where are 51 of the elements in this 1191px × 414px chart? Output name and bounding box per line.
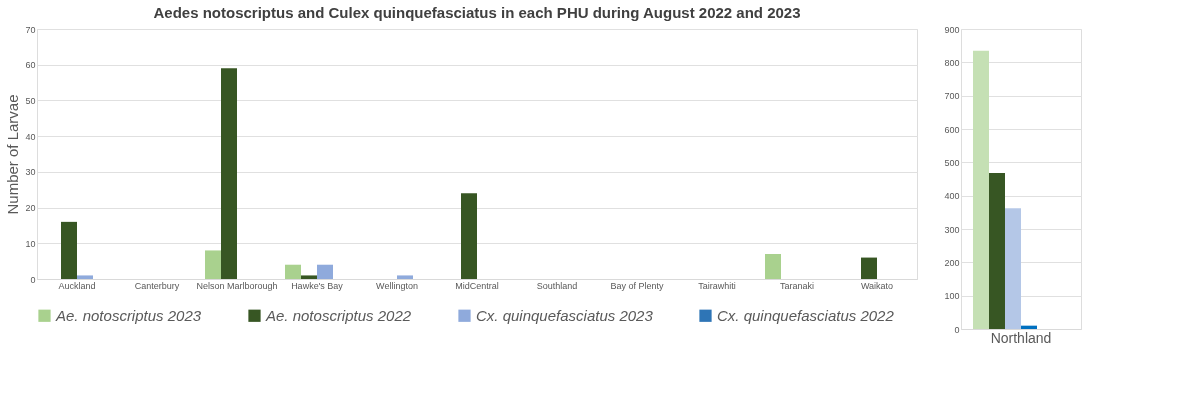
legend-label: Cx. quinquefasciatus 2022 <box>717 306 895 324</box>
legend-label: Ae. notoscriptus 2022 <box>265 306 412 324</box>
x-tick-label: Wellington <box>376 280 418 291</box>
y-tick-label: 600 <box>944 124 960 135</box>
bar <box>765 254 781 279</box>
legend-label: Cx. quinquefasciatus 2023 <box>476 306 654 324</box>
x-tick-label: Waikato <box>860 280 894 291</box>
bar <box>1005 208 1021 329</box>
y-tick-label: 900 <box>944 24 960 35</box>
bar <box>461 193 477 279</box>
y-tick-label: 300 <box>944 224 960 235</box>
bar <box>221 68 237 279</box>
bar <box>397 275 413 279</box>
y-tick-label: 100 <box>944 291 960 302</box>
y-tick-label: 500 <box>944 157 960 168</box>
y-tick-label: 400 <box>944 191 960 202</box>
y-tick-label: 70 <box>25 24 36 35</box>
x-tick-label: Bay of Plenty <box>610 280 665 291</box>
bar <box>1021 325 1037 329</box>
x-tick-label: Northland <box>990 329 1052 346</box>
bar <box>301 275 317 279</box>
y-tick-label: 200 <box>944 257 960 268</box>
y-tick-label: 40 <box>25 131 36 142</box>
y-tick-label: 800 <box>944 57 960 68</box>
chart-title: Aedes notoscriptus and Culex quinquefasciatus in each PHU during August 2022 and 2023 <box>153 4 801 21</box>
x-tick-label: Tairawhiti <box>698 280 736 291</box>
x-tick-label: Taranaki <box>779 280 815 291</box>
y-tick-label: 60 <box>25 60 36 71</box>
x-tick-label: Nelson Marlborough <box>196 280 278 291</box>
x-tick-label: Auckland <box>58 280 96 291</box>
y-tick-label: 0 <box>954 324 960 335</box>
x-tick-label: Southland <box>536 280 578 291</box>
y-tick-label: 20 <box>25 203 36 214</box>
y-axis-title: Number of Larvae <box>4 94 22 215</box>
bar <box>285 264 301 279</box>
bar <box>77 275 93 279</box>
y-tick-label: 50 <box>25 95 36 106</box>
y-tick-label: 700 <box>944 91 960 102</box>
bar <box>317 264 333 279</box>
x-tick-label: MidCentral <box>455 280 499 291</box>
y-tick-label: 10 <box>25 238 36 249</box>
x-tick-label: Canterbury <box>134 280 180 291</box>
bar <box>205 250 221 279</box>
x-tick-label: Hawke's Bay <box>291 280 344 291</box>
bar <box>989 173 1005 329</box>
y-tick-label: 0 <box>30 274 36 285</box>
bar <box>973 50 989 329</box>
bar <box>861 257 877 279</box>
bar <box>61 221 77 279</box>
legend-label: Ae. notoscriptus 2023 <box>55 306 202 324</box>
y-tick-label: 30 <box>25 167 36 178</box>
